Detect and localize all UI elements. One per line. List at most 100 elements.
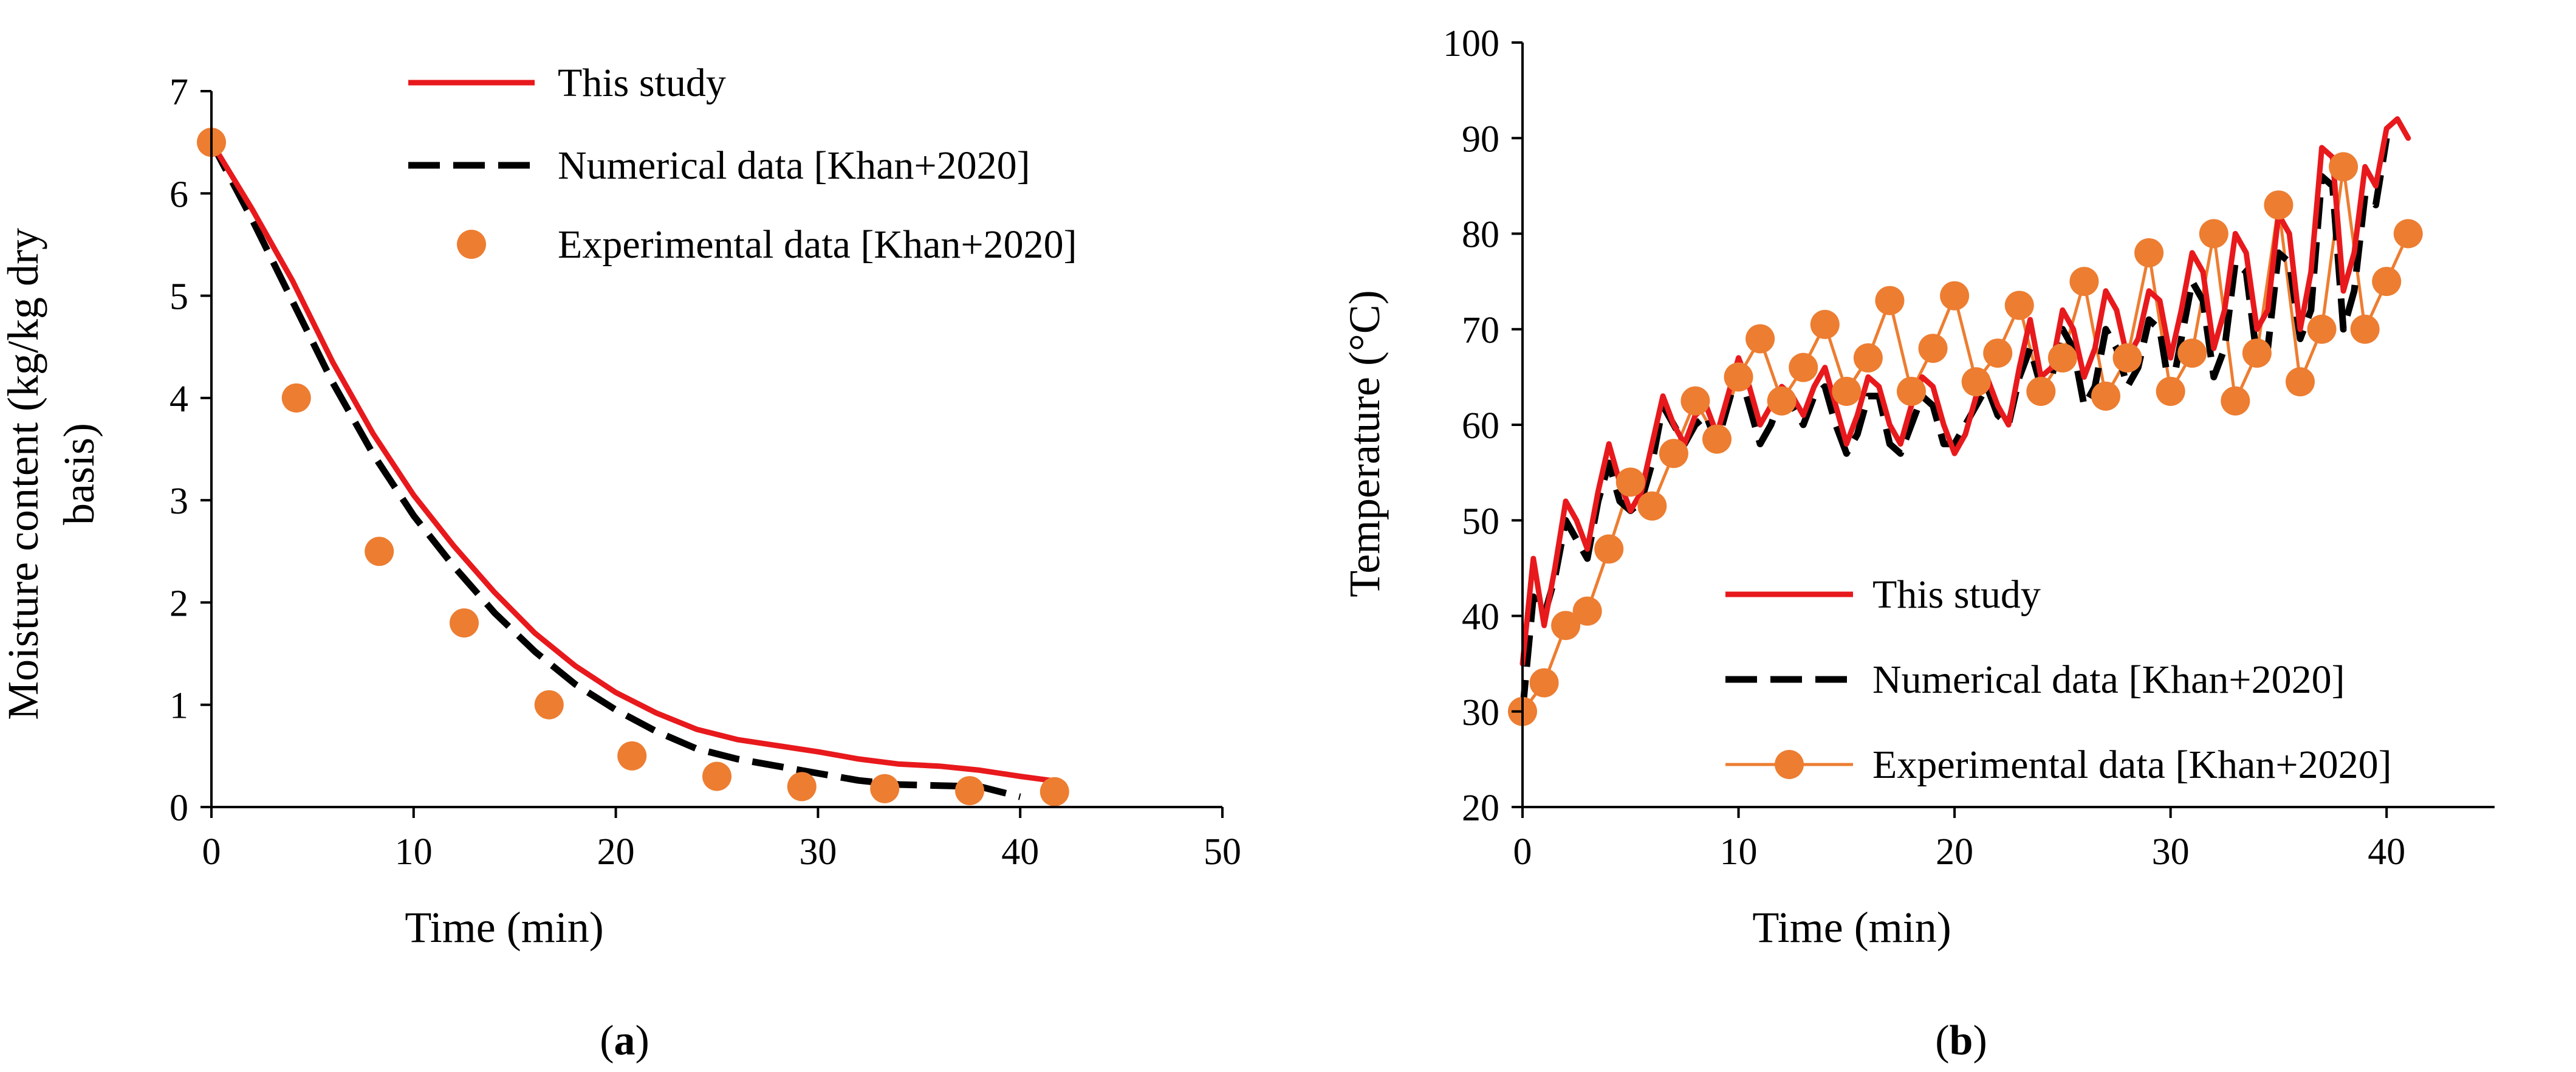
panel-a-data-point [534, 690, 564, 720]
panel-b-y-tick-label: 20 [1462, 788, 1499, 829]
panel-b-y-tick-label: 50 [1462, 501, 1499, 542]
panel-b-legend: This study Numerical data [Khan+2020] Ex… [1725, 572, 2392, 787]
panel-a-x-tick-label: 30 [799, 831, 837, 873]
panel-b-y-ticks: 20 30 40 50 60 70 80 90 100 [1443, 23, 1523, 829]
panel-b-y-tick-label: 60 [1462, 405, 1499, 447]
panel-b-data-point [2177, 338, 2207, 368]
panel-a-data-point [281, 383, 311, 413]
panel-b-data-point [1724, 362, 1753, 392]
panel-a-x-tick-label: 50 [1204, 831, 1241, 873]
panel-a-legend-swatch-experimental [457, 230, 486, 259]
panel-a-data-point [365, 537, 394, 566]
panel-b-label-close: ) [1973, 1017, 1987, 1064]
panel-a-data-point [617, 741, 647, 771]
panel-a-x-tick-label: 40 [1001, 831, 1039, 873]
panel-b-data-point [2329, 152, 2358, 182]
panel-a-y-tick-label: 0 [170, 788, 188, 829]
panel-b-legend-item-numerical: Numerical data [Khan+2020] [1725, 658, 2345, 702]
panel-b-x-tick-label: 20 [1936, 831, 1973, 873]
panel-a-legend-item-this-study: This study [408, 61, 726, 105]
panel-b-x-tick-label: 0 [1513, 831, 1532, 873]
panel-a-y-tick-label: 5 [170, 277, 188, 318]
panel-b-data-point [2069, 267, 2099, 297]
panel-a-series-line-numerical-data-khan-2020 [208, 140, 1021, 800]
panel-b-data-point [2091, 381, 2120, 411]
panel-b-data-point [2393, 219, 2423, 249]
panel-b-data-point [1529, 668, 1559, 698]
panel-b-legend-label-numerical: Numerical data [Khan+2020] [1872, 658, 2345, 702]
panel-b-series [1508, 116, 2423, 726]
panel-a-y-tick-label: 3 [170, 481, 188, 522]
panel-a-series-line-this-study [208, 139, 1053, 783]
panel-a-y-axis-label-line-1: Moisture content (kg/kg dry [0, 228, 47, 720]
panel-b-x-tick-label: 40 [2368, 831, 2405, 873]
panel-a-label-open: ( [600, 1017, 614, 1064]
panel-a-x-tick-label: 0 [202, 831, 221, 873]
panel-a-legend-label-experimental: Experimental data [Khan+2020] [558, 222, 1077, 267]
panel-b-y-axis-label-line-1: Temperature (°C) [1340, 290, 1389, 597]
panel-b-temperature-chart: 0 10 20 30 40 20 30 40 50 60 70 80 90 100 Time (min)… [1340, 23, 2495, 1064]
panel-b-data-point [1961, 367, 1991, 397]
panel-b-series-line-this-study [1519, 116, 2411, 667]
panel-a-x-axis-label: Time (min) [405, 903, 603, 952]
panel-b-data-point [1745, 324, 1775, 354]
panel-b-label: (b) [1935, 1017, 1987, 1064]
panel-a-y-axis-label: Moisture content (kg/kg dry basis) [0, 228, 103, 720]
panel-a-y-tick-label: 4 [170, 379, 188, 420]
panel-b-data-point [2047, 343, 2077, 373]
panel-b-data-point [2372, 267, 2402, 297]
panel-b-data-point [1983, 338, 2013, 368]
panel-a-y-tick-label: 7 [170, 72, 188, 113]
panel-b-data-point [2134, 238, 2164, 267]
panel-b-data-point [2221, 386, 2250, 416]
panel-b-data-point [1702, 424, 1732, 454]
panel-a-label: (a) [600, 1017, 649, 1064]
panel-a-legend-item-experimental: Experimental data [Khan+2020] [457, 222, 1077, 267]
panel-b-data-point [1767, 386, 1797, 416]
panel-b-data-point [1637, 491, 1667, 521]
panel-a-data-point [450, 608, 479, 638]
panel-b-y-tick-label: 40 [1462, 597, 1499, 638]
panel-b-x-ticks: 0 10 20 30 40 [1513, 807, 2405, 873]
panel-a-y-axis-label-line-2: basis) [55, 423, 103, 525]
panel-a-y-ticks: 0 1 2 3 4 5 6 7 [170, 72, 211, 829]
panel-b-y-tick-label: 70 [1462, 310, 1499, 351]
panel-b-data-point [1918, 334, 1948, 363]
panel-b-x-tick-label: 10 [1720, 831, 1758, 873]
panel-a-x-ticks: 0 10 20 30 40 50 [202, 807, 1241, 873]
panel-a-y-tick-label: 6 [170, 174, 188, 215]
panel-b-data-point [1853, 343, 1883, 373]
panel-b-y-tick-label: 90 [1462, 119, 1499, 160]
panel-b-label-letter: b [1950, 1017, 1973, 1064]
panel-a-data-point [1040, 777, 1069, 806]
panel-a-label-close: ) [635, 1017, 649, 1064]
panel-a-moisture-chart: 0 10 20 30 40 50 0 1 2 3 4 5 6 7 Time (min) Moisture… [0, 61, 1241, 1064]
panel-b-x-axis-label: Time (min) [1752, 903, 1951, 952]
panel-b-data-point [2242, 338, 2272, 368]
panel-a-series [197, 128, 1069, 806]
panel-b-data-point [2264, 190, 2293, 220]
panel-b-data-point [1940, 281, 1970, 311]
panel-b-legend-item-this-study: This study [1725, 572, 2041, 617]
panel-b-data-point [1897, 376, 1926, 406]
panel-b-label-open: ( [1935, 1017, 1949, 1064]
panel-b-data-point [1594, 534, 1624, 564]
panel-b-data-point [1832, 376, 1862, 406]
panel-a-x-tick-label: 20 [597, 831, 635, 873]
panel-b-data-point [2026, 376, 2056, 406]
panel-b-data-point [1789, 352, 1818, 382]
panel-b-data-point [1615, 467, 1645, 497]
panel-a-y-tick-label: 2 [170, 583, 188, 624]
panel-b-data-point [2112, 343, 2142, 373]
panel-a-axes [210, 91, 1222, 808]
panel-b-data-point [2307, 314, 2337, 344]
panel-b-y-axis-label: Temperature (°C) [1340, 290, 1389, 597]
panel-b-x-tick-label: 30 [2152, 831, 2190, 873]
panel-b-legend-swatch-experimental-marker [1775, 750, 1804, 779]
panel-b-data-point [1810, 309, 1840, 339]
panel-a-data-point [702, 761, 731, 791]
panel-b-data-point [2156, 376, 2185, 406]
panel-b-legend-item-experimental: Experimental data [Khan+2020] [1725, 743, 2392, 787]
panel-b-series-line-numerical-data-khan-2020 [1519, 137, 2390, 712]
